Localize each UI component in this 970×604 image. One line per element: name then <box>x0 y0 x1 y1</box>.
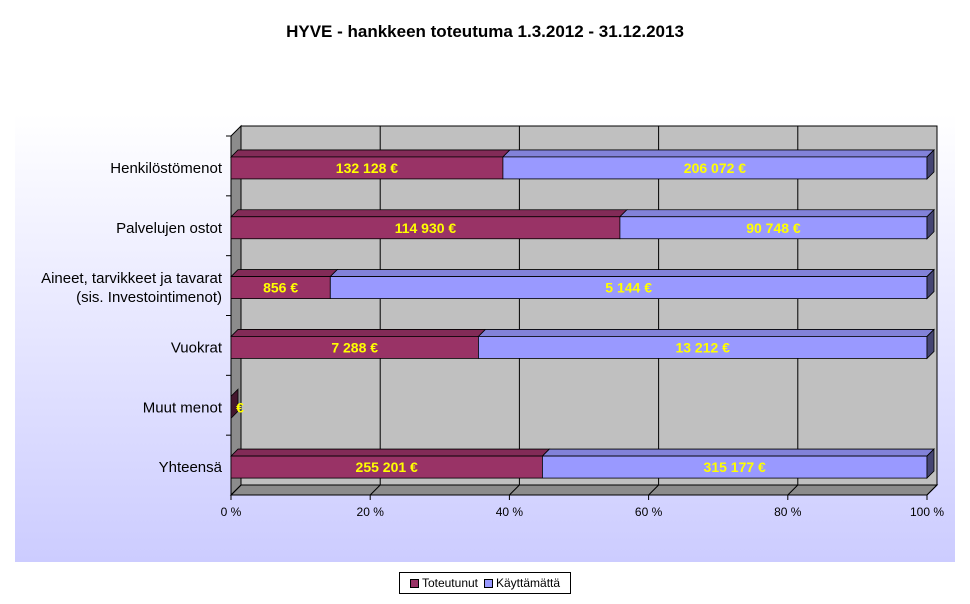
data-label-k-ytt-m-tt-vuokrat: 13 212 € <box>675 339 730 355</box>
bar-k-ytt-m-tt-vuokrat-side <box>926 328 935 360</box>
category-label-yhteens: Yhteensä <box>159 459 223 476</box>
x-gridline-floor <box>230 484 242 496</box>
bar-toteutunut-palvelujen-ostot-top <box>230 209 628 218</box>
x-gridline-floor <box>648 484 659 496</box>
legend: Toteutunut Käyttämättä <box>399 572 571 594</box>
x-tick-label: 100 % <box>910 505 944 519</box>
data-label-toteutunut-muut-menot: € <box>236 399 244 415</box>
data-label-k-ytt-m-tt-henkil-st-menot: 206 072 € <box>684 160 746 176</box>
chart-area: 0 % 20 % 40 % 60 % 80 % 100 % Henkilöstömenot 1… <box>15 114 955 562</box>
chart-title: HYVE - hankkeen toteutuma 1.3.2012 - 31.… <box>286 22 684 41</box>
plot-floor <box>229 484 939 496</box>
x-gridline-floor <box>369 484 381 496</box>
legend-item-kayttamatta: Käyttämättä <box>484 576 560 590</box>
legend-label-toteutunut: Toteutunut <box>421 576 478 590</box>
category-label-henkil-st-menot: Henkilöstömenot <box>110 160 223 177</box>
bar-k-ytt-m-tt-aineet-tarvikkeet-ja-tavarat-top <box>329 269 935 277</box>
x-gridline-floor <box>926 484 938 496</box>
data-label-toteutunut-vuokrat: 7 288 € <box>331 339 378 355</box>
bar-toteutunut-vuokrat-top <box>230 329 487 337</box>
bar-k-ytt-m-tt-henkil-st-menot-side <box>926 148 935 180</box>
bar-k-ytt-m-tt-palvelujen-ostot-top <box>618 209 935 218</box>
bar-k-ytt-m-tt-yhteens-top <box>541 448 935 457</box>
bar-toteutunut-yhteens-top <box>230 448 551 457</box>
legend-label-kayttamatta: Käyttämättä <box>496 576 561 590</box>
bar-k-ytt-m-tt-henkil-st-menot-top <box>501 149 935 158</box>
category-label-aineet-tarvikkeet-ja-tavarat: Aineet, tarvikkeet ja tavarat (sis. Inves… <box>41 270 223 306</box>
data-label-toteutunut-aineet-tarvikkeet-ja-tavarat: 856 € <box>263 280 298 296</box>
bar-k-ytt-m-tt-palvelujen-ostot-side <box>926 208 935 240</box>
chart-svg: 0 % 20 % 40 % 60 % 80 % 100 % Henkilöstömenot 1… <box>15 114 955 562</box>
bar-k-ytt-m-tt-aineet-tarvikkeet-ja-tavarat-side <box>926 268 935 300</box>
bar-toteutunut-muut-menot <box>230 388 239 420</box>
legend-swatch-toteutunut <box>409 578 419 588</box>
x-tick-label: 40 % <box>496 505 524 519</box>
bar-toteutunut-henkil-st-menot-top <box>230 149 511 158</box>
plot-back-wall <box>240 125 938 486</box>
bar-k-ytt-m-tt-yhteens-side <box>926 448 935 480</box>
data-label-toteutunut-henkil-st-menot: 132 128 € <box>336 160 398 176</box>
legend-swatch-kayttamatta <box>484 578 493 588</box>
plot-side-wall <box>230 124 242 497</box>
data-label-toteutunut-yhteens: 255 201 € <box>356 459 418 475</box>
x-tick-label: 0 % <box>221 505 242 519</box>
bar-toteutunut-aineet-tarvikkeet-ja-tavarat-top <box>230 269 339 277</box>
category-label-palvelujen-ostot: Palvelujen ostot <box>116 220 223 237</box>
data-label-k-ytt-m-tt-yhteens: 315 177 € <box>704 459 766 475</box>
bar-k-ytt-m-tt-vuokrat-top <box>477 329 935 337</box>
legend-item-toteutunut: Toteutunut <box>409 576 478 590</box>
data-label-k-ytt-m-tt-palvelujen-ostot: 90 748 € <box>746 220 801 236</box>
data-label-k-ytt-m-tt-aineet-tarvikkeet-ja-tavarat: 5 144 € <box>605 280 652 296</box>
x-gridline-floor <box>509 484 520 496</box>
category-label-vuokrat: Vuokrat <box>171 339 223 356</box>
x-tick-label: 60 % <box>635 505 663 519</box>
data-label-toteutunut-palvelujen-ostot: 114 930 € <box>395 220 457 236</box>
x-gridline-floor <box>787 484 799 496</box>
category-label-muut-menot: Muut menot <box>143 399 223 416</box>
x-tick-label: 20 % <box>357 505 385 519</box>
x-tick-label: 80 % <box>774 505 802 519</box>
